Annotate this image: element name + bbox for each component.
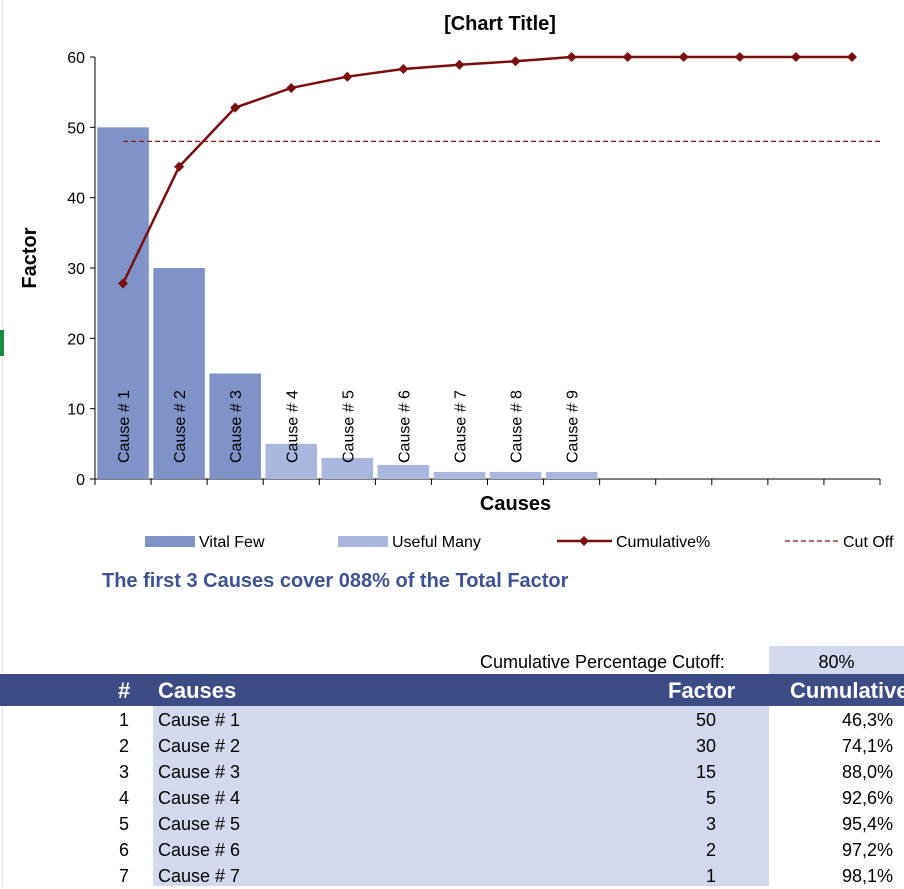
cumulative-point [790, 52, 801, 62]
bar [433, 471, 486, 479]
row-factor: 2 [705, 840, 716, 860]
bar [265, 443, 318, 479]
category-label: Cause # 2 [172, 390, 189, 463]
cumulative-point [622, 52, 633, 62]
cumulative-point [342, 71, 353, 82]
category-label: Cause # 5 [340, 390, 357, 463]
cumulative-point [118, 278, 129, 289]
legend-label: Cut Off [843, 534, 894, 551]
y-tick-label: 0 [76, 472, 85, 489]
row-cause: Cause # 2 [158, 736, 241, 756]
header-factor: Factor [668, 678, 736, 703]
pareto-chart: [Chart Title] 0 10 20 30 40 50 60 Causes Factor Ca… [19, 13, 894, 551]
bar [545, 471, 598, 479]
legend-swatch [145, 536, 195, 547]
y-tick-label: 30 [67, 261, 85, 278]
cumulative-point [846, 52, 857, 62]
cutoff-value-cell[interactable]: 80% [769, 646, 904, 676]
causes-column [153, 706, 769, 886]
row-number: 7 [119, 866, 130, 886]
legend-swatch [338, 536, 388, 547]
category-label: Cause # 9 [565, 390, 582, 463]
chart-title: [Chart Title] [444, 13, 556, 35]
cumulative-line [121, 55, 852, 285]
legend-label: Useful Many [392, 534, 481, 551]
table-row[interactable]: 3 Cause # 3 15 88,0% [0, 759, 904, 785]
row-number: 1 [119, 710, 130, 730]
y-tick-label: 60 [67, 50, 85, 67]
category-label: Cause # 1 [116, 390, 133, 463]
row-cause: Cause # 4 [158, 788, 241, 808]
row-cumulative: 88,0% [841, 762, 893, 782]
bar [153, 268, 205, 479]
row-cumulative: 98,1% [841, 866, 893, 886]
row-number: 6 [119, 840, 130, 860]
row-factor: 5 [705, 788, 716, 808]
legend-label: Vital Few [199, 534, 265, 551]
bar [209, 373, 261, 479]
category-label: Cause # 4 [284, 390, 301, 463]
row-cumulative: 97,2% [841, 840, 893, 860]
cumulative-point [734, 52, 745, 62]
cumulative-point [510, 56, 521, 67]
row-number: 3 [119, 762, 130, 782]
row-cumulative: 74,1% [841, 736, 893, 756]
cumulative-point [230, 102, 241, 113]
cumulative-point [566, 52, 577, 62]
table-row[interactable]: 6 Cause # 6 2 97,2% [0, 837, 904, 863]
category-label: Cause # 6 [396, 390, 413, 463]
table-row[interactable]: 7 Cause # 7 1 98,1% [0, 863, 904, 889]
bar [97, 127, 149, 479]
row-cumulative: 92,6% [841, 788, 893, 808]
row-cause: Cause # 6 [158, 840, 241, 860]
cutoff-label: Cumulative Percentage Cutoff: [480, 652, 725, 672]
category-label: Cause # 7 [452, 390, 469, 463]
cumulative-point [286, 82, 297, 93]
y-axis-label: Factor [19, 227, 41, 288]
header-cumulative: Cumulative [790, 678, 904, 703]
row-cause: Cause # 7 [158, 866, 241, 886]
y-tick-label: 40 [67, 191, 85, 208]
x-axis-label: Causes [480, 493, 551, 515]
table-row[interactable]: 1 Cause # 1 50 46,3% [0, 707, 904, 733]
row-factor: 3 [705, 814, 716, 834]
row-number: 4 [119, 788, 130, 808]
row-number: 5 [119, 814, 130, 834]
row-factor: 15 [695, 762, 716, 782]
table-header: # Causes Factor Cumulative [0, 674, 904, 706]
row-cause: Cause # 3 [158, 762, 241, 782]
row-factor: 30 [695, 736, 716, 756]
sheet-gridline [2, 0, 3, 886]
table-row[interactable]: 5 Cause # 5 3 95,4% [0, 811, 904, 837]
y-tick-label: 50 [67, 120, 85, 137]
row-cumulative: 95,4% [841, 814, 893, 834]
bar [321, 457, 374, 479]
category-label: Cause # 3 [228, 390, 245, 463]
row-cause: Cause # 1 [158, 710, 241, 730]
bar [377, 464, 430, 479]
row-number: 2 [119, 736, 130, 756]
category-label: Cause # 8 [509, 390, 526, 463]
legend-label: Cumulative% [616, 534, 710, 551]
header-causes: Causes [158, 678, 237, 703]
y-tick-label: 10 [67, 402, 85, 419]
row-cause: Cause # 5 [158, 814, 241, 834]
cumulative-point [398, 63, 409, 74]
row-factor: 1 [705, 866, 716, 886]
cumulative-point [678, 52, 689, 62]
cumulative-point [174, 161, 185, 172]
cumulative-point [454, 59, 465, 70]
row-cumulative: 46,3% [841, 710, 893, 730]
bar [489, 471, 542, 479]
legend-marker [579, 536, 589, 546]
y-tick-label: 20 [67, 331, 85, 348]
header-number: # [118, 678, 131, 703]
sheet-selection-marker [0, 330, 4, 356]
summary-text: The first 3 Causes cover 088% of the Tot… [102, 570, 569, 592]
table-row[interactable]: 2 Cause # 2 30 74,1% [0, 733, 904, 759]
table-row[interactable]: 4 Cause # 4 5 92,6% [0, 785, 904, 811]
row-factor: 50 [695, 710, 716, 730]
